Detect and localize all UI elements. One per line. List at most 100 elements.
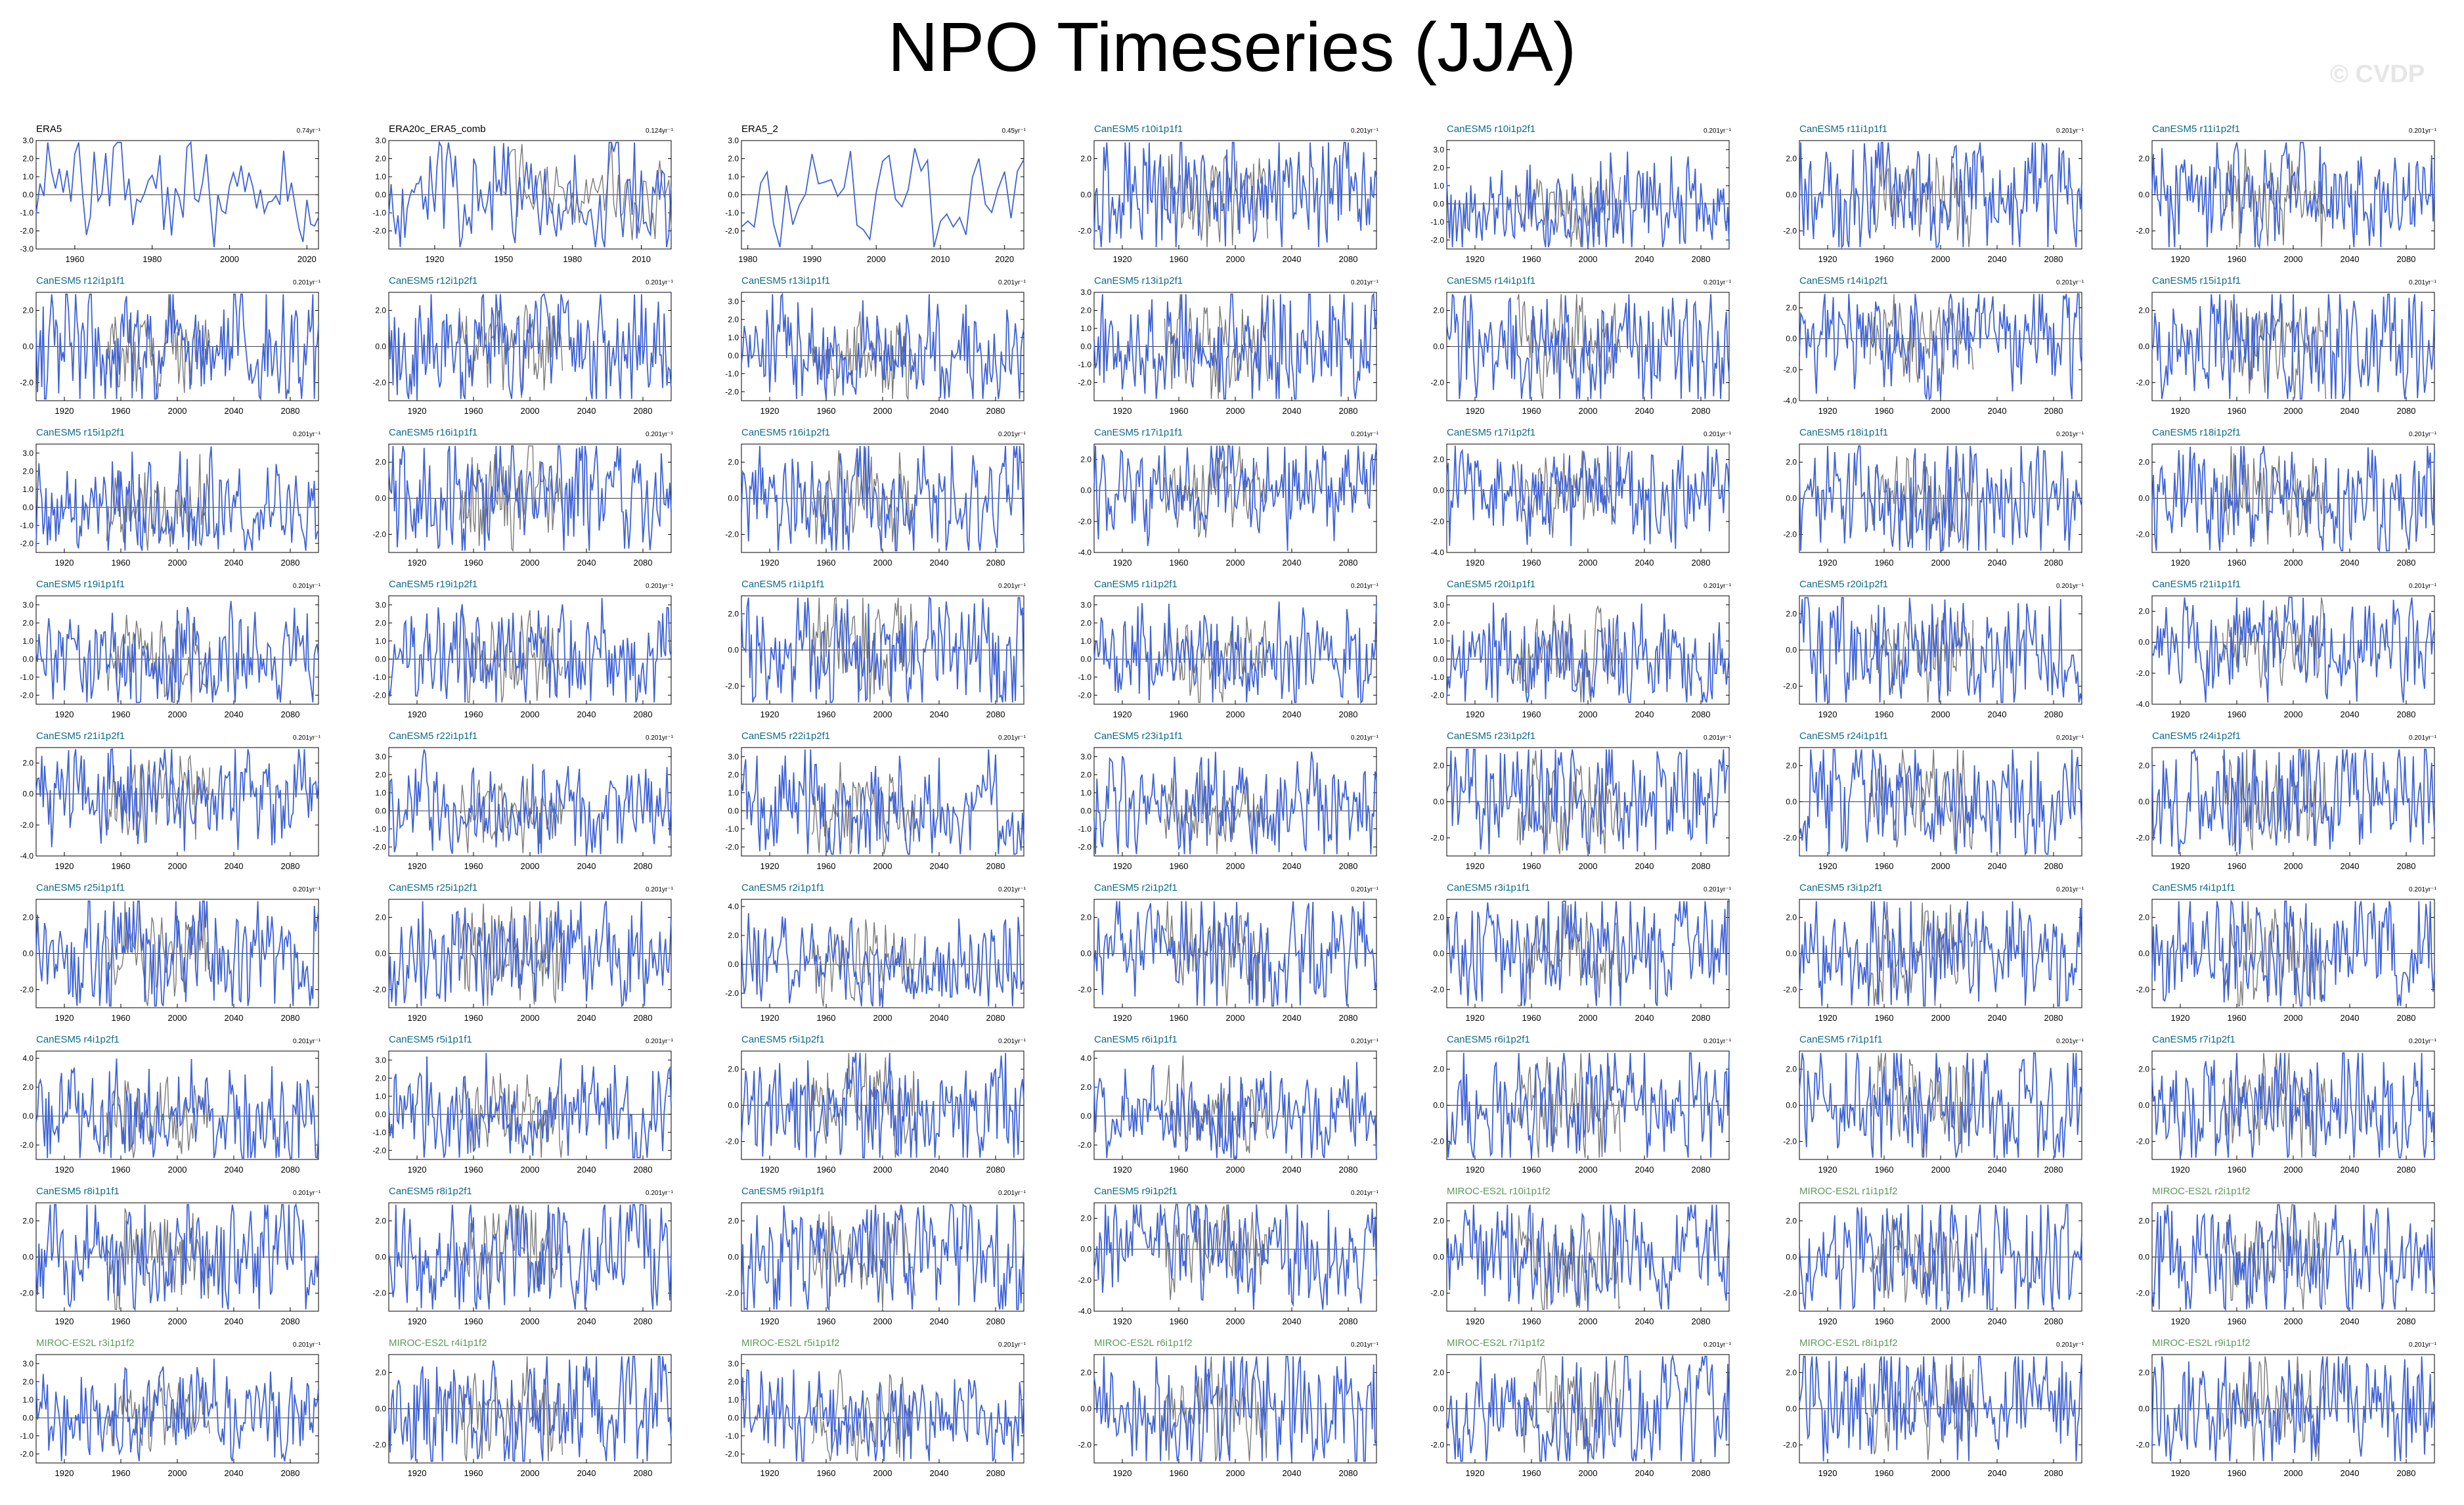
x-tick-label: 2040 xyxy=(2341,1013,2360,1023)
x-tick-label: 1920 xyxy=(1818,558,1837,568)
plot-frame xyxy=(1093,1050,1377,1160)
series-line xyxy=(388,445,672,551)
x-tick-label: 2040 xyxy=(930,406,949,416)
y-tick-label: 2.0 xyxy=(375,1217,386,1226)
panel-title: CanESM5 r16i1p1f1 xyxy=(389,427,478,438)
chart-panel: CanESM5 r7i1p2f1 0.201yr⁻¹ -2.0 0.0 2.0 1920 1… xyxy=(2123,1034,2444,1182)
x-tick-label: 2000 xyxy=(2284,1013,2303,1023)
y-tick-label: -2.0 xyxy=(20,985,33,995)
timeseries-chart: -2.0 0.0 2.0 1920 1960 2000 2040 2080 xyxy=(725,1050,1024,1175)
panel-trend-label: 0.201yr⁻¹ xyxy=(646,583,673,590)
x-tick-label: 2040 xyxy=(225,1468,244,1478)
y-tick-label: 0.0 xyxy=(22,654,33,663)
panel-trend-label: 0.201yr⁻¹ xyxy=(2409,734,2436,742)
x-tick-label: 2080 xyxy=(1339,1013,1358,1023)
y-tick-label: -2.0 xyxy=(2136,378,2149,388)
panel-trend-label: 0.201yr⁻¹ xyxy=(1704,431,1731,438)
y-tick-label: 0.0 xyxy=(728,960,739,969)
reference-series-line xyxy=(1164,154,1269,248)
x-tick-label: 2080 xyxy=(281,558,300,568)
y-tick-label: 1.0 xyxy=(1433,181,1444,191)
y-tick-label: 2.0 xyxy=(375,618,386,627)
x-tick-label: 1920 xyxy=(1818,1316,1837,1326)
x-tick-label: 2000 xyxy=(873,1468,892,1478)
y-tick-label: -2.0 xyxy=(1078,1140,1091,1150)
series-line xyxy=(35,293,319,401)
y-tick-label: 0.0 xyxy=(2138,1253,2149,1262)
x-tick-label: 2000 xyxy=(168,1468,187,1478)
x-tick-label: 2000 xyxy=(521,1468,540,1478)
y-tick-label: 0.0 xyxy=(1433,199,1444,208)
timeseries-chart: -2.0 0.0 2.0 1920 1960 2000 2040 2080 xyxy=(372,292,672,416)
panel-trend-label: 0.201yr⁻¹ xyxy=(293,1341,320,1349)
y-tick-label: 0.0 xyxy=(1786,646,1797,655)
x-tick-label: 2000 xyxy=(2284,1165,2303,1175)
x-tick-label: 1960 xyxy=(1875,709,1894,719)
timeseries-chart: -2.0 0.0 2.0 1920 1960 2000 2040 2080 xyxy=(1430,292,1730,416)
reference-series-line xyxy=(811,1369,916,1462)
panel-title: CanESM5 r2i1p1f1 xyxy=(741,882,825,893)
y-tick-label: 1.0 xyxy=(22,485,33,494)
y-tick-label: 2.0 xyxy=(1786,303,1797,313)
y-tick-label: -2.0 xyxy=(20,690,33,700)
reference-series-line xyxy=(106,454,211,551)
x-tick-label: 1920 xyxy=(760,709,780,719)
y-tick-label: 2.0 xyxy=(2138,913,2149,922)
panel-title: CanESM5 r5i1p2f1 xyxy=(741,1034,825,1045)
x-tick-label: 2040 xyxy=(1988,861,2007,871)
y-tick-label: 0.0 xyxy=(375,949,386,958)
y-tick-label: 1.0 xyxy=(1080,788,1091,797)
chart-panel: CanESM5 r16i1p1f1 0.201yr⁻¹ -2.0 0.0 2.0 1920… xyxy=(359,427,681,575)
y-tick-label: -2.0 xyxy=(1430,985,1444,995)
y-tick-label: -1.0 xyxy=(1430,673,1444,682)
y-tick-label: 0.0 xyxy=(2138,638,2149,647)
y-tick-label: 4.0 xyxy=(1080,1054,1091,1063)
reference-series-line xyxy=(503,142,672,240)
x-tick-label: 1960 xyxy=(1170,709,1189,719)
series-line xyxy=(388,140,672,248)
y-tick-label: -2.0 xyxy=(725,387,739,396)
x-tick-label: 2080 xyxy=(1692,1316,1711,1326)
panel-trend-label: 0.201yr⁻¹ xyxy=(1351,583,1378,590)
y-tick-label: 2.0 xyxy=(1786,1065,1797,1074)
chart-panel: CanESM5 r15i1p2f1 0.201yr⁻¹ -2.0 -1.0 0.0 1.0… xyxy=(7,427,328,575)
x-tick-label: 2040 xyxy=(2341,1316,2360,1326)
reference-series-line xyxy=(811,1204,916,1310)
y-tick-label: -2.0 xyxy=(725,1137,739,1146)
x-tick-label: 1920 xyxy=(1466,406,1485,416)
x-tick-label: 2010 xyxy=(632,254,651,264)
series-line xyxy=(1799,141,2082,250)
panel-title: CanESM5 r6i1p2f1 xyxy=(1447,1034,1530,1045)
x-tick-label: 1960 xyxy=(2228,1013,2247,1023)
y-tick-label: 0.0 xyxy=(375,1253,386,1262)
y-tick-label: -2.0 xyxy=(2136,1137,2149,1146)
chart-panel: CanESM5 r10i1p2f1 0.201yr⁻¹ -2.0 -1.0 0.0 1.0… xyxy=(1417,124,1739,271)
panel-trend-label: 0.201yr⁻¹ xyxy=(646,431,673,438)
x-tick-label: 2080 xyxy=(2397,254,2416,264)
panel-title: ERA5 xyxy=(36,124,62,135)
x-tick-label: 2080 xyxy=(634,1013,653,1023)
y-tick-label: -2.0 xyxy=(1078,378,1091,388)
panel-title: MIROC-ES2L r2i1p1f2 xyxy=(2152,1186,2251,1197)
panel-title: CanESM5 r20i1p1f1 xyxy=(1447,579,1536,590)
timeseries-chart: -2.0 0.0 2.0 1920 1960 2000 2040 2080 xyxy=(1430,1050,1730,1175)
panel-title: CanESM5 r1i1p2f1 xyxy=(1094,579,1177,590)
x-tick-label: 2040 xyxy=(930,861,949,871)
y-tick-label: -2.0 xyxy=(725,1449,739,1458)
panel-trend-label: 0.201yr⁻¹ xyxy=(998,1190,1026,1197)
y-tick-label: 0.0 xyxy=(1786,797,1797,807)
y-tick-label: 0.0 xyxy=(1433,342,1444,351)
panel-title: CanESM5 r7i1p1f1 xyxy=(1799,1034,1883,1045)
x-tick-label: 2080 xyxy=(1339,1316,1358,1326)
series-line xyxy=(35,1203,319,1311)
series-line xyxy=(388,293,672,399)
timeseries-chart: -2.0 -1.0 0.0 1.0 2.0 3.0 1920 1960 2000 2040 2080 xyxy=(725,1354,1024,1478)
x-tick-label: 2000 xyxy=(168,861,187,871)
chart-panel: CanESM5 r6i1p1f1 0.201yr⁻¹ -2.0 0.0 2.0 4.0 19… xyxy=(1065,1034,1386,1182)
x-tick-label: 2040 xyxy=(1635,558,1654,568)
x-tick-label: 2000 xyxy=(2284,254,2303,264)
y-tick-label: -2.0 xyxy=(1783,365,1797,374)
x-tick-label: 2080 xyxy=(986,1468,1005,1478)
x-tick-label: 1920 xyxy=(408,709,427,719)
panel-trend-label: 0.201yr⁻¹ xyxy=(2056,1038,2084,1045)
